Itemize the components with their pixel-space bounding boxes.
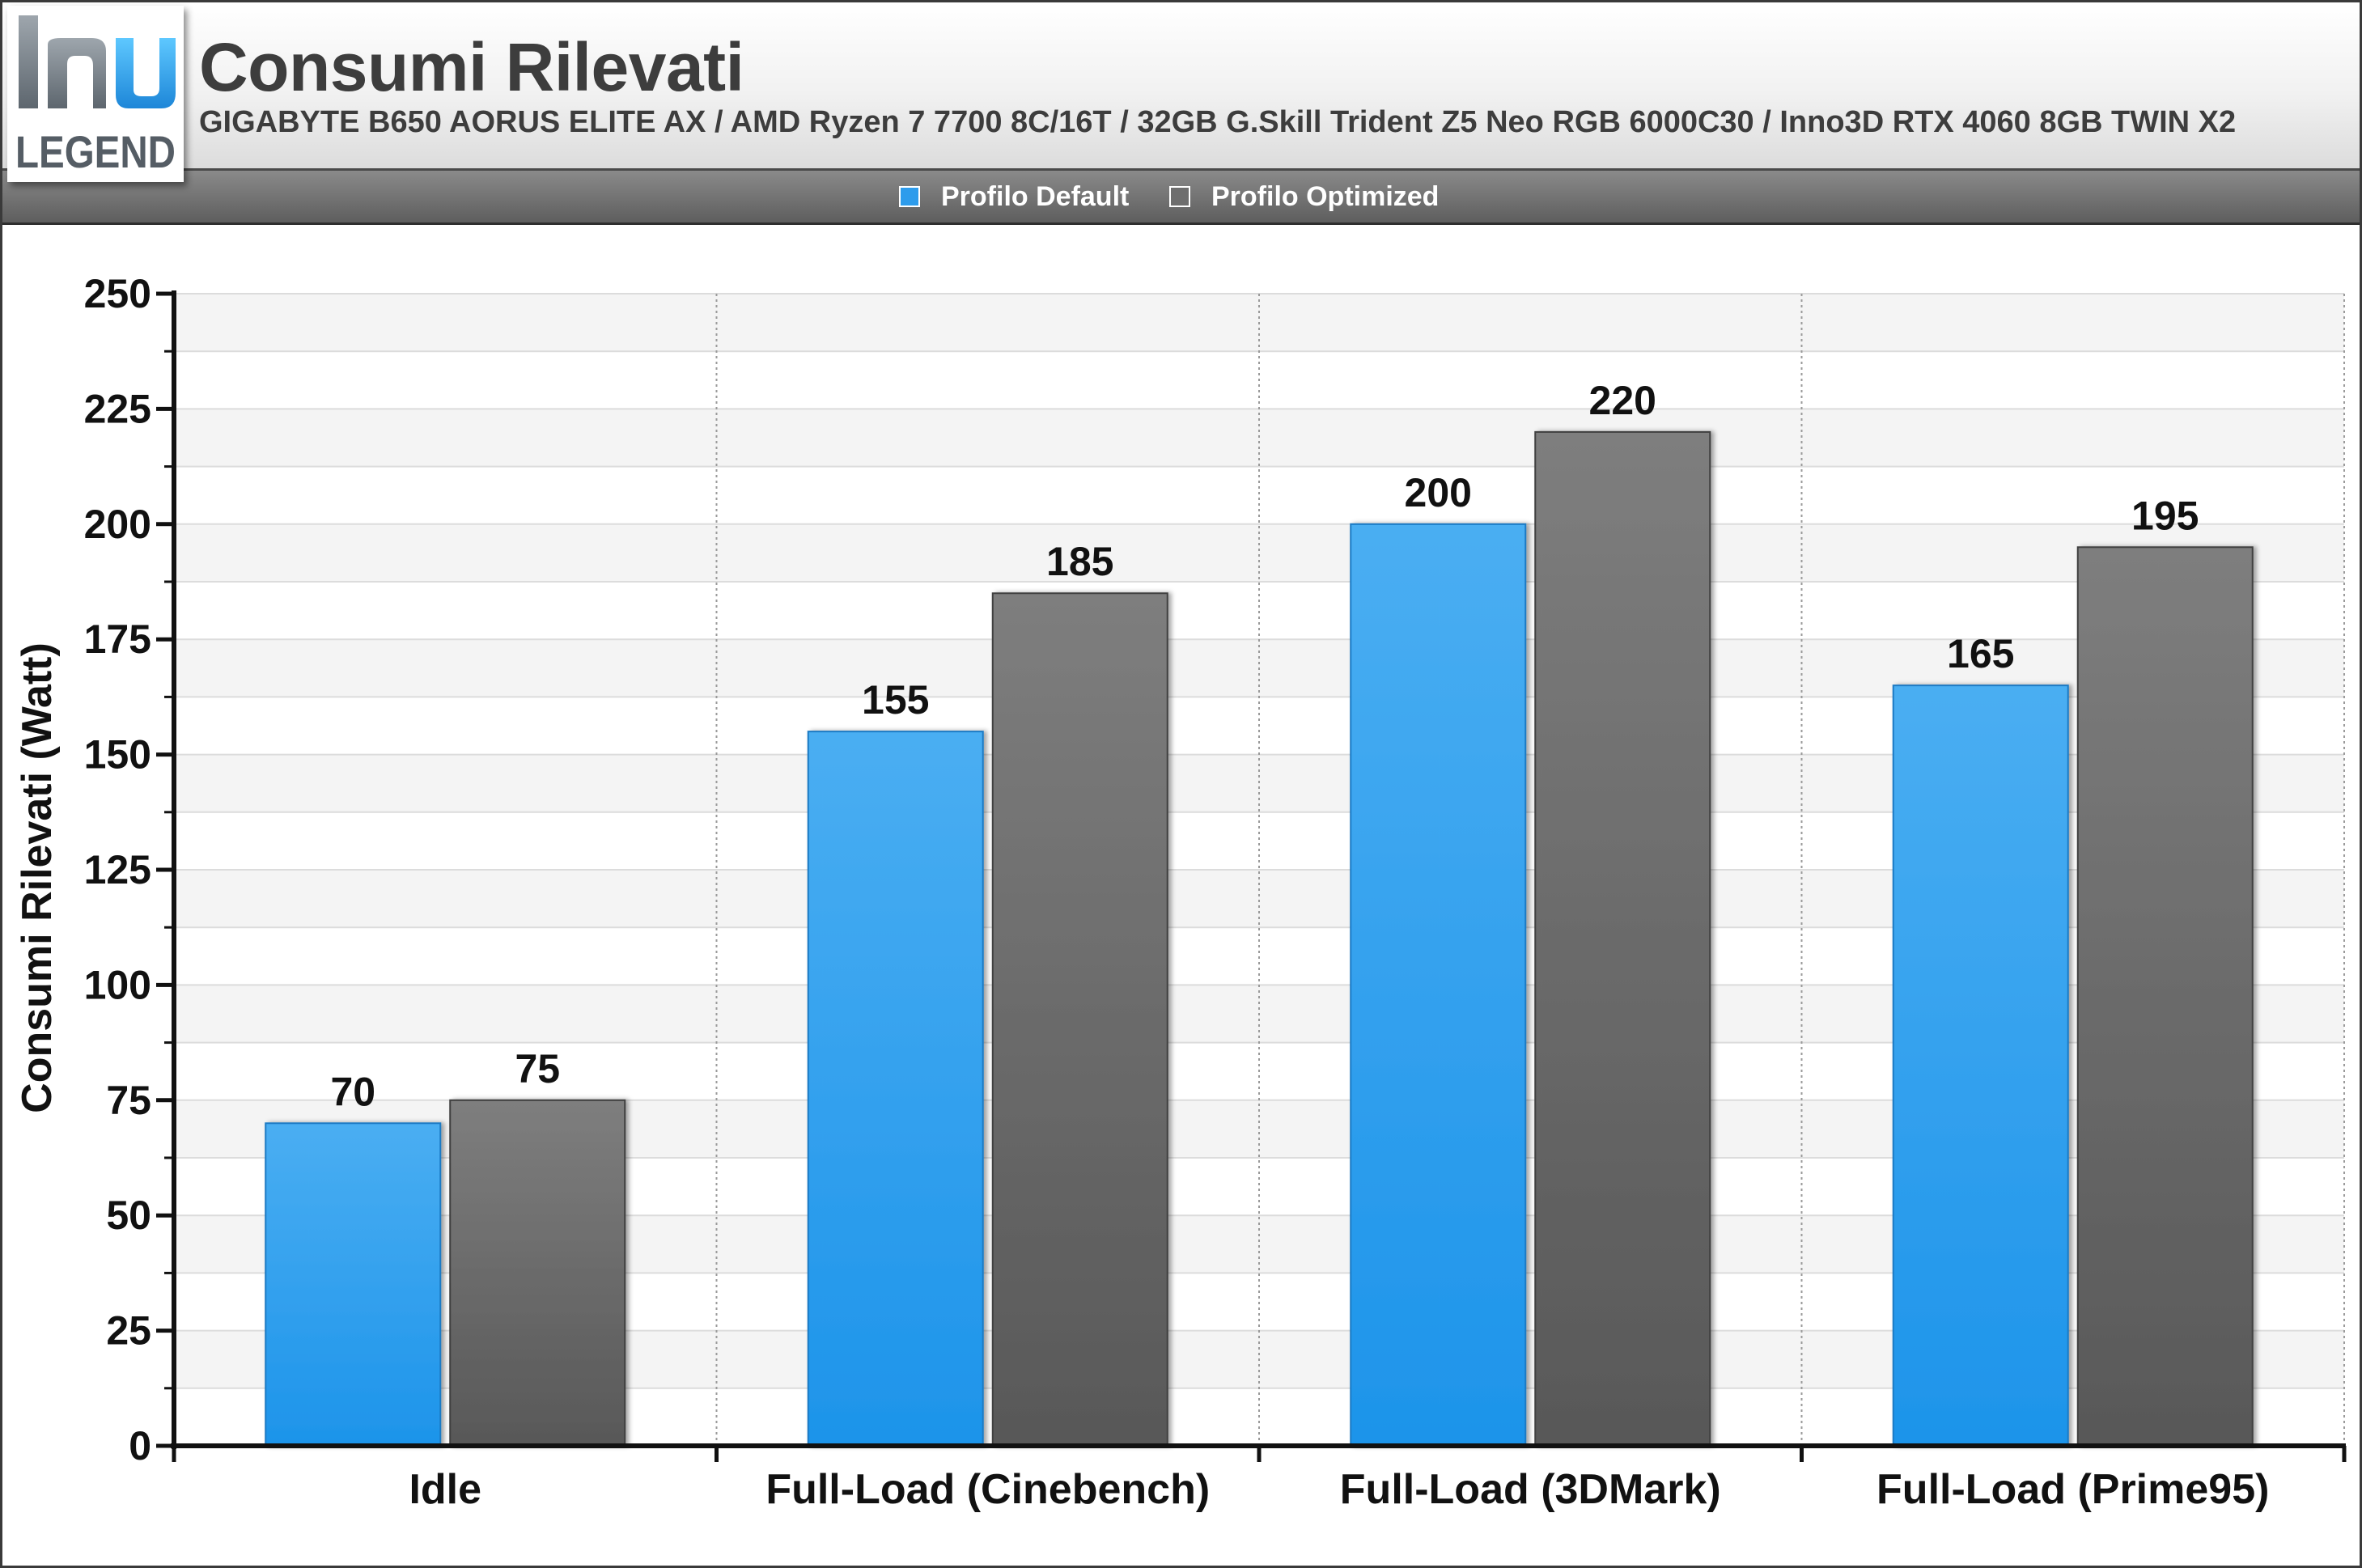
y-tick-label: 50 [106,1193,151,1238]
y-axis-title: Consumi Rilevati (Watt) [14,642,61,1113]
y-tick-label: 225 [84,386,151,431]
y-tick-label: 75 [106,1078,151,1123]
x-tick-label: Idle [409,1466,481,1513]
data-label: 70 [330,1069,375,1114]
x-tick-label: Full-Load (3DMark) [1340,1466,1721,1513]
bar-default [1350,523,1527,1447]
site-logo: LEGEND [7,6,184,182]
data-label: 155 [862,677,929,723]
legend-swatch-optimized [1169,186,1190,207]
y-tick-label: 250 [84,271,151,316]
legend-item-optimized: Profilo Optimized [1169,180,1440,212]
x-tick-label: Full-Load (Prime95) [1876,1466,2269,1513]
logo-text: LEGEND [15,126,176,177]
bar-default [265,1122,442,1447]
bar-optimized [991,592,1168,1447]
bar-optimized [1534,430,1711,1447]
y-tick-label: 200 [84,502,151,547]
y-tick-label: 150 [84,732,151,778]
legend-swatch-default [899,186,920,207]
chart-title: Consumi Rilevati [199,29,744,105]
data-label: 75 [515,1046,560,1091]
data-label: 200 [1405,470,1472,515]
bar-default [807,731,984,1447]
legend-label-default: Profilo Default [941,180,1130,212]
data-label: 220 [1589,378,1656,423]
chart-legend: Profilo Default Profilo Optimized [2,171,2360,225]
data-label: 165 [1947,631,2014,676]
chart-header: Consumi Rilevati GIGABYTE B650 AORUS ELI… [2,2,2360,171]
bar-optimized [449,1099,626,1447]
y-tick-label: 100 [84,962,151,1007]
legend-label-optimized: Profilo Optimized [1211,180,1440,212]
y-tick-label: 25 [106,1308,151,1354]
legend-item-default: Profilo Default [899,180,1130,212]
chart-subtitle: GIGABYTE B650 AORUS ELITE AX / AMD Ryzen… [199,105,2237,139]
y-tick-label: 175 [84,617,151,662]
bar-default [1892,684,2069,1447]
y-tick-label: 125 [84,847,151,892]
x-tick-label: Full-Load (Cinebench) [765,1466,1210,1513]
data-label: 185 [1046,539,1113,584]
y-tick-label: 0 [129,1423,151,1468]
data-label: 195 [2131,493,2199,538]
bar-optimized [2076,546,2254,1447]
